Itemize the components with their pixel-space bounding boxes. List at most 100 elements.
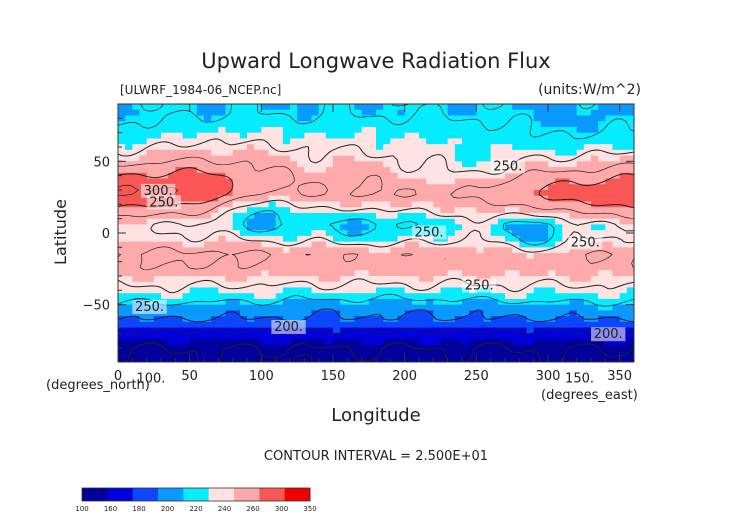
- heatmap-cell: [619, 218, 634, 225]
- heatmap-cell: [196, 104, 227, 111]
- heatmap-cell: [397, 172, 506, 180]
- heatmap-cell: [555, 270, 599, 277]
- heatmap-cell: [225, 126, 262, 134]
- heatmap-cell: [118, 321, 634, 329]
- colorbar-frame: [81, 487, 311, 502]
- heatmap-cell: [318, 109, 363, 117]
- heatmap-cell: [146, 172, 169, 180]
- heatmap-cell: [275, 201, 341, 208]
- heatmap-cell: [490, 276, 571, 283]
- x-tick-label: 0: [114, 369, 122, 384]
- heatmap-cell: [118, 339, 169, 346]
- x-tick-label: 200: [392, 369, 417, 384]
- heatmap-cell: [462, 339, 470, 346]
- heatmap-cell: [576, 109, 592, 117]
- colorbar-swatch: [234, 488, 260, 501]
- contour-label: 250.: [415, 225, 444, 240]
- heatmap-cell: [361, 201, 391, 208]
- heatmap-cell: [419, 339, 442, 346]
- contour-label: 250.: [149, 195, 178, 210]
- heatmap-cell: [576, 161, 634, 168]
- heatmap-cell: [211, 212, 234, 220]
- colorbar-swatch: [132, 488, 159, 501]
- heatmap-cell: [497, 298, 571, 306]
- heatmap-cell: [118, 350, 634, 357]
- heatmap-cell: [340, 310, 406, 317]
- heatmap-cell: [139, 109, 198, 117]
- heatmap-cell: [626, 339, 634, 346]
- heatmap-cell: [146, 138, 284, 145]
- heatmap-cell: [569, 310, 578, 317]
- heatmap-cell: [598, 270, 614, 277]
- heatmap-cell: [354, 270, 370, 277]
- heatmap-cell: [404, 241, 420, 248]
- heatmap-cell: [462, 298, 499, 306]
- heatmap-cell: [325, 230, 348, 237]
- heatmap-cell: [562, 230, 634, 237]
- contour-labels: 300.250.250.250.250.250.250.200. 200.150.…: [132, 159, 626, 387]
- heatmap-cell: [311, 287, 377, 294]
- heatmap-cell: [598, 104, 634, 111]
- heatmap-cell: [247, 224, 277, 231]
- contour-label: 250.: [465, 278, 494, 293]
- heatmap-cell: [275, 218, 348, 225]
- heatmap-cell: [132, 104, 198, 111]
- heatmap-cell: [490, 316, 528, 323]
- y-tick-label: 50: [93, 155, 110, 170]
- heatmap-cell: [555, 316, 585, 323]
- heatmap-cell: [533, 287, 556, 294]
- heatmap-cell: [533, 115, 606, 122]
- heatmap-cell: [591, 276, 634, 283]
- heatmap-cell: [118, 224, 234, 231]
- heatmap-cell: [211, 115, 298, 122]
- heatmap-cell: [232, 224, 248, 231]
- heatmap-cell: [569, 276, 592, 283]
- heatmap-cell: [232, 212, 255, 220]
- contour-label-bg: [562, 371, 597, 386]
- heatmap-cell: [297, 115, 313, 122]
- colorbar-swatch: [107, 488, 134, 501]
- heatmap-cell: [505, 224, 549, 231]
- colorbar-tick-label: 160: [104, 505, 117, 513]
- heatmap-cell: [447, 109, 477, 117]
- heatmap-cell: [397, 109, 406, 117]
- heatmap-cell: [232, 178, 427, 185]
- heatmap-cell: [340, 201, 363, 208]
- heatmap-cell: [361, 339, 384, 346]
- heatmap-cell: [404, 310, 434, 317]
- heatmap-cell: [247, 144, 255, 151]
- heatmap-cell: [275, 212, 377, 220]
- heatmap-cell: [519, 161, 549, 168]
- heatmap-cell: [512, 104, 578, 111]
- heatmap-cell: [605, 178, 634, 185]
- heatmap-cell: [433, 310, 470, 317]
- heatmap-cell: [125, 115, 205, 122]
- heatmap-cell: [533, 109, 578, 117]
- heatmap-cell: [268, 195, 291, 203]
- heatmap-cell: [540, 121, 599, 128]
- heatmap-cell: [447, 138, 463, 145]
- heatmap-cell: [282, 126, 363, 134]
- heatmap-cell: [583, 298, 634, 306]
- heatmap-cell: [526, 253, 535, 260]
- heatmap-cell: [261, 339, 291, 346]
- x-tick-label: 300: [536, 369, 561, 384]
- heatmap-cell: [333, 339, 363, 346]
- heatmap-cell: [626, 287, 634, 294]
- heatmap-cell: [118, 126, 219, 134]
- heatmap-cell: [153, 276, 227, 283]
- x-tick-label: 50: [181, 369, 198, 384]
- file-label: [ULWRF_1984-06_NCEP.nc]: [120, 83, 281, 97]
- heatmap-cell: [311, 310, 341, 317]
- heatmap-cell: [175, 167, 198, 174]
- contour-label-bg: [271, 320, 306, 335]
- heatmap-cell: [318, 104, 356, 111]
- heatmap-cell: [239, 230, 313, 237]
- colorbar-tick-label: 240: [218, 505, 231, 513]
- y-tick-label: 0: [102, 227, 110, 242]
- heatmap-cell: [462, 224, 492, 231]
- heatmap-cell: [225, 310, 241, 317]
- heatmap-cell: [125, 144, 133, 151]
- heatmap-cell: [261, 126, 284, 134]
- heatmap-cell: [247, 276, 320, 283]
